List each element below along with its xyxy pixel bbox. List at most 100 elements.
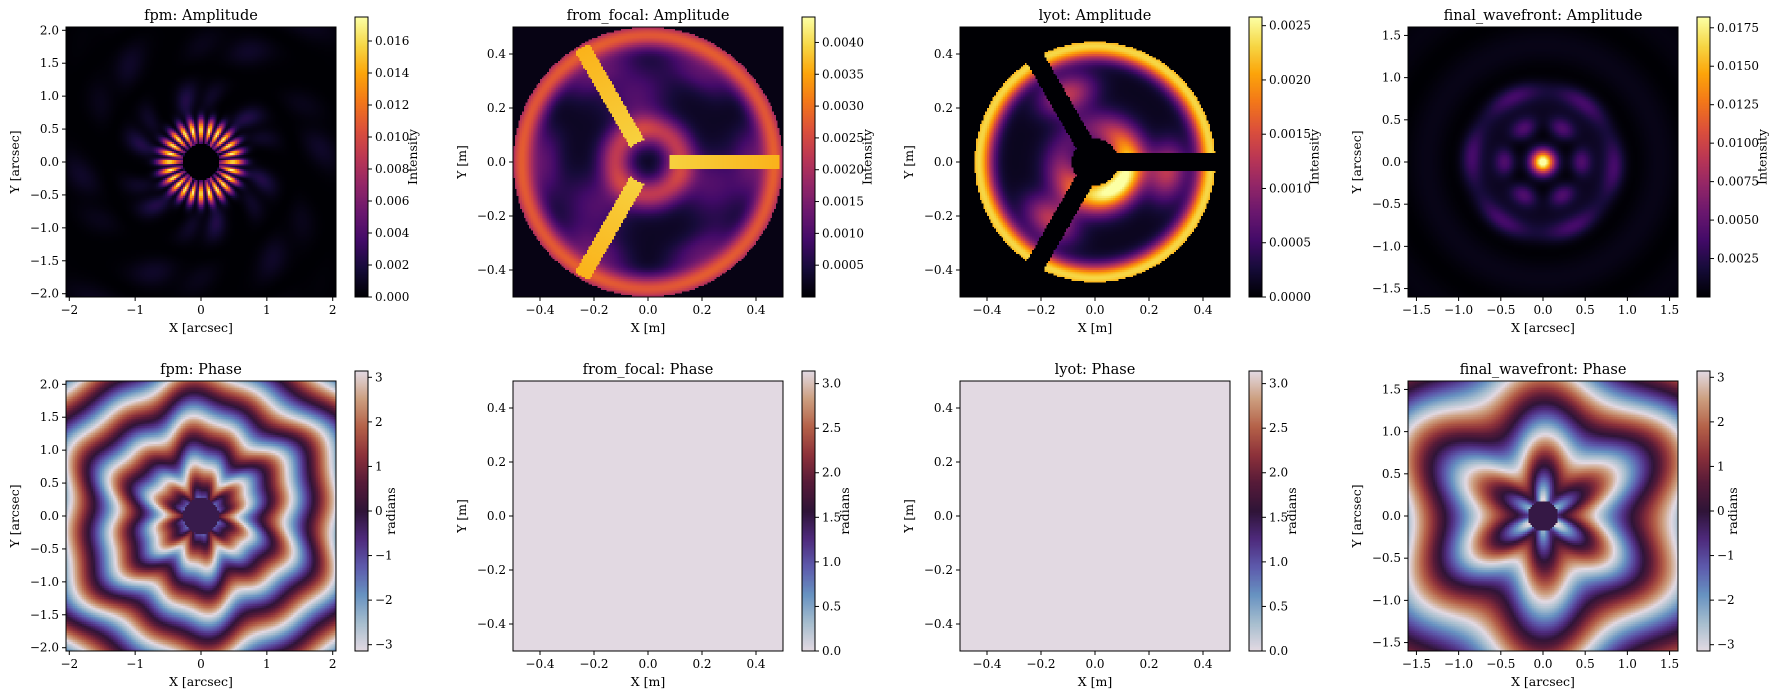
colorbar-label: radians xyxy=(837,487,852,534)
colorbar-label: radians xyxy=(1284,487,1299,534)
colorbar-label: radians xyxy=(1725,487,1740,534)
colorbar-tick-label: −2 xyxy=(375,593,393,607)
y-tick-label: 0.2 xyxy=(487,455,506,469)
y-axis-label: Y [m] xyxy=(901,145,916,180)
x-tick-label: 1 xyxy=(263,303,271,317)
colorbar-tick-label: 0.0125 xyxy=(1717,98,1759,112)
x-tick-label: 1.0 xyxy=(1618,657,1637,671)
colorbar-label: Intensity xyxy=(405,128,420,185)
y-tick-label: 0.2 xyxy=(934,101,953,115)
y-tick-label: 1.0 xyxy=(40,443,59,457)
y-tick-label: 1.0 xyxy=(1382,71,1401,85)
colorbar-tick-label: 0.0020 xyxy=(822,163,864,177)
x-tick-label: −1.0 xyxy=(1444,657,1473,671)
colorbar-tick-label: 0.0030 xyxy=(822,99,864,113)
y-tick-label: 1.0 xyxy=(1382,425,1401,439)
x-tick-label: −0.4 xyxy=(972,303,1002,317)
y-tick-label: 0.0 xyxy=(934,155,953,169)
colorbar-tick-label: 0.0005 xyxy=(822,258,864,272)
colorbar-tick-label: 1 xyxy=(1717,459,1725,473)
y-tick-label: −0.2 xyxy=(924,563,953,577)
x-tick-label: −0.2 xyxy=(579,303,608,317)
y-tick-label: 0.0 xyxy=(1382,155,1401,169)
colorbar-label: Intensity xyxy=(859,128,874,185)
colorbar-tick-label: 0.0000 xyxy=(1269,290,1311,304)
y-tick-label: 1.5 xyxy=(1382,382,1401,396)
colorbar-frame xyxy=(354,16,369,298)
colorbar-tick-label: 0.004 xyxy=(375,226,410,240)
colorbar-frame xyxy=(1248,16,1263,298)
colorbar-tick-label: 0.010 xyxy=(375,130,409,144)
colorbar-tick-label: 0.0 xyxy=(822,644,841,658)
x-axis-label: X [m] xyxy=(1078,674,1112,689)
colorbar-tick-label: 0.0005 xyxy=(1269,236,1311,250)
chart-title: from_focal: Phase xyxy=(583,362,714,378)
colorbar-tick-label: 0.006 xyxy=(375,194,409,208)
y-tick-label: −0.2 xyxy=(477,209,506,223)
colorbar-tick-label: 3 xyxy=(1717,370,1725,384)
y-tick-label: −0.4 xyxy=(924,263,954,277)
colorbar-tick-label: 0.0020 xyxy=(1269,73,1311,87)
y-tick-label: 1.5 xyxy=(40,410,59,424)
y-tick-label: 0.2 xyxy=(934,455,953,469)
colorbar-tick-label: 0.000 xyxy=(375,290,409,304)
y-tick-label: 0.0 xyxy=(40,509,59,523)
colorbar-tick-label: 1 xyxy=(375,459,383,473)
colorbar xyxy=(802,371,815,651)
colorbar-tick-label: 0.0150 xyxy=(1717,59,1759,73)
y-tick-label: 0.0 xyxy=(487,155,506,169)
x-tick-label: 1.0 xyxy=(1618,303,1637,317)
colorbar-tick-label: 2 xyxy=(375,415,383,429)
x-tick-label: 0.4 xyxy=(746,303,765,317)
chart-title: from_focal: Amplitude xyxy=(567,8,730,24)
y-tick-label: 0.4 xyxy=(487,47,506,61)
y-tick-label: 0.5 xyxy=(1382,467,1401,481)
y-tick-label: −0.4 xyxy=(477,263,507,277)
colorbar-tick-label: 1.5 xyxy=(822,510,841,524)
colorbar-frame xyxy=(801,370,816,652)
y-tick-label: −2.0 xyxy=(30,641,59,655)
x-tick-label: −1 xyxy=(126,657,144,671)
colorbar-tick-label: −3 xyxy=(375,638,393,652)
y-tick-label: −0.5 xyxy=(1372,551,1401,565)
colorbar-tick-label: 0.0035 xyxy=(822,67,864,81)
y-tick-label: −1.5 xyxy=(1372,282,1401,296)
colorbar-tick-label: 0.0075 xyxy=(1717,175,1759,189)
x-tick-label: 1.5 xyxy=(1660,303,1679,317)
x-tick-label: 0.5 xyxy=(1576,303,1595,317)
y-tick-label: −0.4 xyxy=(477,617,507,631)
x-tick-label: −0.4 xyxy=(972,657,1002,671)
chart-panel-3: lyot: Amplitude −0.4 −0.2 0.0 0.2 0.4 −0.4 −0.2… xyxy=(901,8,1321,335)
colorbar-tick-label: 0.0025 xyxy=(1717,252,1759,266)
x-tick-label: −1.0 xyxy=(1444,303,1473,317)
chart-title: final_wavefront: Amplitude xyxy=(1444,8,1643,24)
chart-panel-8: final_wavefront: Phase −1.5 −1.0 −0.5 0.0 0.5… xyxy=(1349,362,1740,689)
y-tick-label: −0.2 xyxy=(924,209,953,223)
y-tick-label: 0.4 xyxy=(934,401,953,415)
y-tick-label: −0.2 xyxy=(477,563,506,577)
y-tick-label: 0.4 xyxy=(934,47,953,61)
colorbar-tick-label: 0.0100 xyxy=(1717,136,1759,150)
x-axis-label: X [m] xyxy=(631,320,665,335)
x-tick-label: −0.2 xyxy=(1026,657,1055,671)
heatmap-image xyxy=(66,27,336,297)
y-tick-label: −2.0 xyxy=(30,287,59,301)
colorbar-tick-label: 0.016 xyxy=(375,34,409,48)
colorbar-tick-label: −1 xyxy=(375,549,393,563)
x-tick-label: −1.5 xyxy=(1402,303,1431,317)
x-tick-label: 0.0 xyxy=(638,303,657,317)
colorbar-label: Intensity xyxy=(1754,128,1769,185)
x-tick-label: 1 xyxy=(263,657,271,671)
chart-title: lyot: Phase xyxy=(1055,362,1136,378)
y-tick-label: 0.0 xyxy=(934,509,953,523)
colorbar-tick-label: 2.5 xyxy=(1269,421,1288,435)
x-tick-label: 2 xyxy=(329,303,337,317)
colorbar-tick-label: 2.0 xyxy=(822,466,841,480)
x-tick-label: 1.5 xyxy=(1660,657,1679,671)
y-tick-label: 0.4 xyxy=(487,401,506,415)
x-axis-label: X [arcsec] xyxy=(1511,674,1575,689)
colorbar-tick-label: 0.0050 xyxy=(1717,213,1759,227)
colorbar xyxy=(1249,371,1262,651)
x-tick-label: 0.4 xyxy=(1193,303,1212,317)
